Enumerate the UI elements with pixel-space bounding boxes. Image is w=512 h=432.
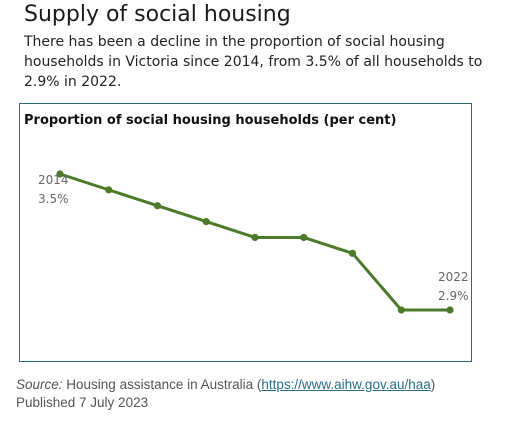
data-point-2021 xyxy=(397,306,405,314)
published-date: Published 7 July 2023 xyxy=(16,395,149,410)
data-point-2014 xyxy=(56,170,64,178)
source-note: Source: Housing assistance in Australia … xyxy=(16,376,435,412)
data-point-2022 xyxy=(446,306,454,314)
source-close: ) xyxy=(430,377,436,392)
chart-title: Proportion of social housing households … xyxy=(24,113,397,128)
chart-container: Proportion of social housing households … xyxy=(19,103,472,362)
annotation-value-2022: 2.9% xyxy=(438,289,469,303)
data-point-2017 xyxy=(202,218,210,226)
data-point-2019 xyxy=(300,233,308,242)
annotation-year-2022: 2022 xyxy=(438,270,469,284)
data-point-2018 xyxy=(251,233,259,242)
page-title: Supply of social housing xyxy=(24,2,291,27)
annotation-year-2014: 2014 xyxy=(38,173,69,187)
page-description: There has been a decline in the proporti… xyxy=(24,34,483,90)
source-label: Source: xyxy=(16,377,63,392)
data-point-2015 xyxy=(105,186,113,194)
series-line xyxy=(59,172,450,312)
data-point-2016 xyxy=(153,202,162,210)
source-link[interactable]: https://www.aihw.gov.au/haa xyxy=(261,377,431,392)
data-point-2020 xyxy=(348,249,357,257)
line-chart: 2014 3.5% 2022 2.9% xyxy=(38,170,469,314)
annotation-value-2014: 3.5% xyxy=(38,192,69,206)
source-text: Housing assistance in Australia ( xyxy=(62,377,262,392)
